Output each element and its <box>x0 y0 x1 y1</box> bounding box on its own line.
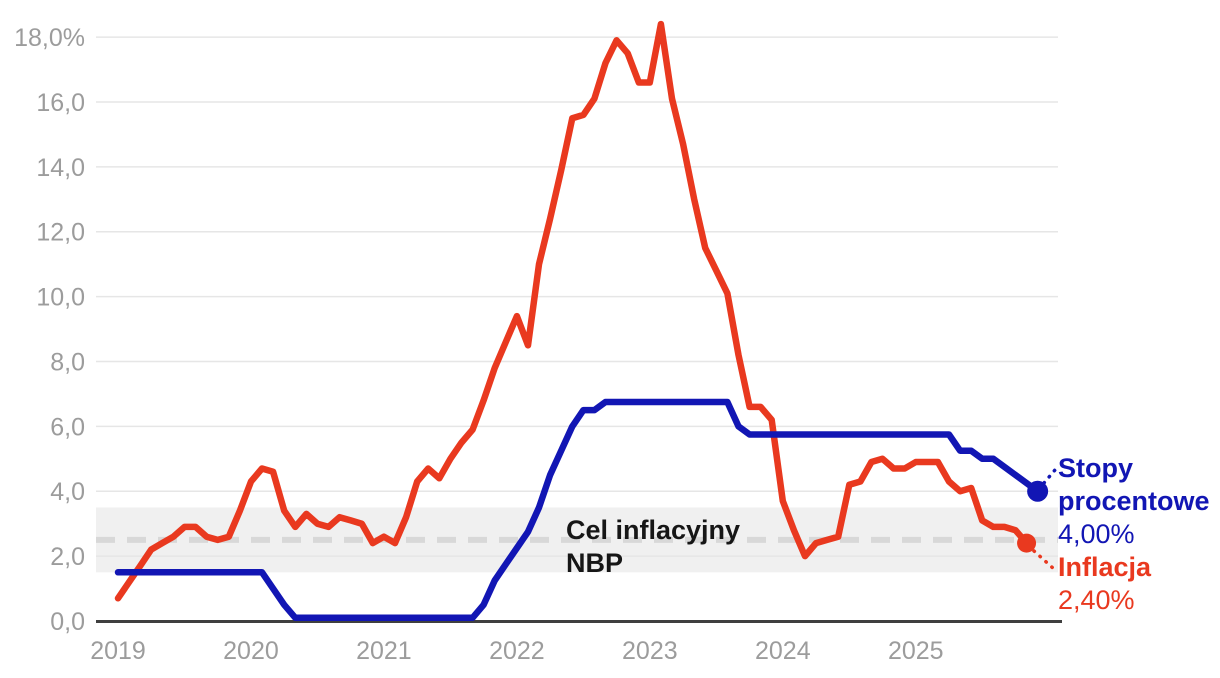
inflation-series-value: 2,40% <box>1058 585 1135 615</box>
x-axis-tick-label: 2022 <box>489 637 545 665</box>
x-axis-tick-label: 2019 <box>90 637 146 665</box>
y-axis-tick-label: 12,0 <box>36 219 85 247</box>
inflation-series-label: Inflacja <box>1058 552 1152 582</box>
x-axis-tick-label: 2021 <box>356 637 412 665</box>
y-axis-tick-label: 8,0 <box>50 348 85 376</box>
rates-series-value: 4,00% <box>1058 519 1135 549</box>
y-axis-tick-label: 16,0 <box>36 89 85 117</box>
y-axis-tick-label: 4,0 <box>50 478 85 506</box>
inflation-leader-line <box>1032 549 1056 571</box>
inflation-line <box>114 20 1030 602</box>
inflation-target-label: Cel inflacyjny NBP <box>566 515 741 579</box>
y-axis-tick-label: 6,0 <box>50 413 85 441</box>
x-axis-tick-label: 2020 <box>223 637 279 665</box>
rates-leader-line <box>1042 468 1057 485</box>
y-axis-tick-label: 0,0 <box>50 608 85 636</box>
y-axis-tick-label: 2,0 <box>50 543 85 571</box>
inflation-end-dot <box>1017 533 1037 553</box>
y-axis-tick-label: 18,0% <box>14 24 85 52</box>
y-axis-tick-label: 10,0 <box>36 284 85 312</box>
x-axis-tick-label: 2024 <box>755 637 811 665</box>
rates-line <box>114 398 1041 622</box>
rates-series-label: Stopy procentowe <box>1058 453 1210 516</box>
y-axis-tick-label: 14,0 <box>36 154 85 182</box>
series-end-labels: Stopy procentowe 4,00% Inflacja 2,40% <box>1058 452 1220 617</box>
x-axis-tick-label: 2025 <box>888 637 944 665</box>
x-axis-tick-label: 2023 <box>622 637 678 665</box>
rates-end-dot <box>1027 480 1049 502</box>
